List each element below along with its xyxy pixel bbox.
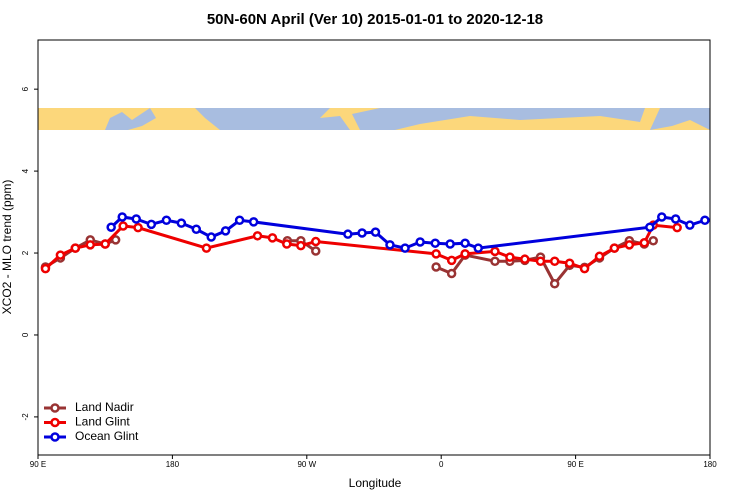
point [549, 256, 560, 266]
legend-label: Land Glint [75, 415, 130, 429]
point [70, 243, 81, 253]
legend-label: Ocean Glint [75, 429, 139, 443]
point [594, 251, 605, 262]
point [201, 243, 212, 253]
point [191, 224, 202, 235]
point [370, 227, 381, 237]
y-tick-label: 0 [21, 332, 30, 337]
point [55, 250, 66, 260]
point [311, 236, 321, 247]
point [282, 239, 292, 249]
point [624, 240, 635, 250]
legend-marker [50, 403, 60, 413]
point [118, 221, 128, 231]
y-tick-label: -2 [21, 413, 30, 421]
point [85, 240, 96, 250]
point [535, 256, 546, 266]
point [431, 262, 441, 272]
point [672, 222, 682, 233]
legend-marker [50, 432, 60, 442]
point [146, 219, 157, 230]
point [385, 240, 395, 250]
legend-label: Land Nadir [75, 400, 134, 414]
point [248, 217, 259, 227]
point [445, 239, 455, 249]
point [400, 243, 410, 253]
point [657, 212, 667, 222]
legend-marker [50, 417, 60, 428]
point [431, 249, 441, 259]
point [296, 240, 306, 251]
point [549, 279, 560, 289]
point [220, 226, 231, 236]
point [252, 231, 263, 241]
y-tick-label: 4 [21, 168, 30, 173]
map-sea [105, 108, 156, 130]
point [100, 239, 110, 249]
point [648, 235, 659, 246]
x-tick-label: 90 W [297, 460, 316, 469]
point [40, 263, 51, 274]
point [505, 252, 515, 262]
point [460, 249, 470, 259]
point [110, 235, 121, 245]
map-strip [38, 108, 710, 130]
x-tick-label: 180 [166, 460, 180, 469]
map-sea [650, 108, 710, 130]
point [490, 256, 500, 266]
point [685, 220, 695, 230]
point [206, 232, 216, 242]
point [234, 215, 245, 226]
point [670, 214, 681, 224]
point [460, 238, 470, 248]
plot-frame [37, 39, 711, 456]
point [639, 238, 650, 248]
y-tick-label: 6 [21, 86, 30, 91]
point [415, 237, 425, 247]
point [579, 263, 590, 274]
y-axis-label: XCO2 - MLO trend (ppm) [0, 180, 14, 315]
map-sea [195, 108, 645, 130]
point [446, 255, 457, 266]
x-tick-label: 90 E [567, 460, 583, 469]
point [176, 218, 187, 228]
point [700, 215, 710, 226]
point [117, 212, 127, 222]
point [446, 268, 457, 279]
point [520, 254, 530, 264]
x-tick-label: 0 [439, 460, 444, 469]
point [106, 222, 116, 232]
point [131, 214, 142, 224]
point [357, 228, 367, 238]
chart-title: 50N-60N April (Ver 10) 2015-01-01 to 202… [207, 11, 543, 28]
point [133, 222, 143, 233]
point [343, 229, 353, 239]
point [311, 246, 321, 256]
point [564, 258, 575, 269]
point [473, 243, 483, 253]
point [645, 222, 655, 232]
point [609, 243, 620, 253]
point [267, 233, 278, 243]
x-tick-label: 90 E [30, 460, 46, 469]
x-axis-label: Longitude [349, 476, 402, 490]
x-tick-label: 180 [703, 460, 717, 469]
point [430, 238, 440, 248]
point [490, 246, 500, 257]
y-tick-label: 2 [21, 250, 30, 255]
point [161, 215, 172, 226]
